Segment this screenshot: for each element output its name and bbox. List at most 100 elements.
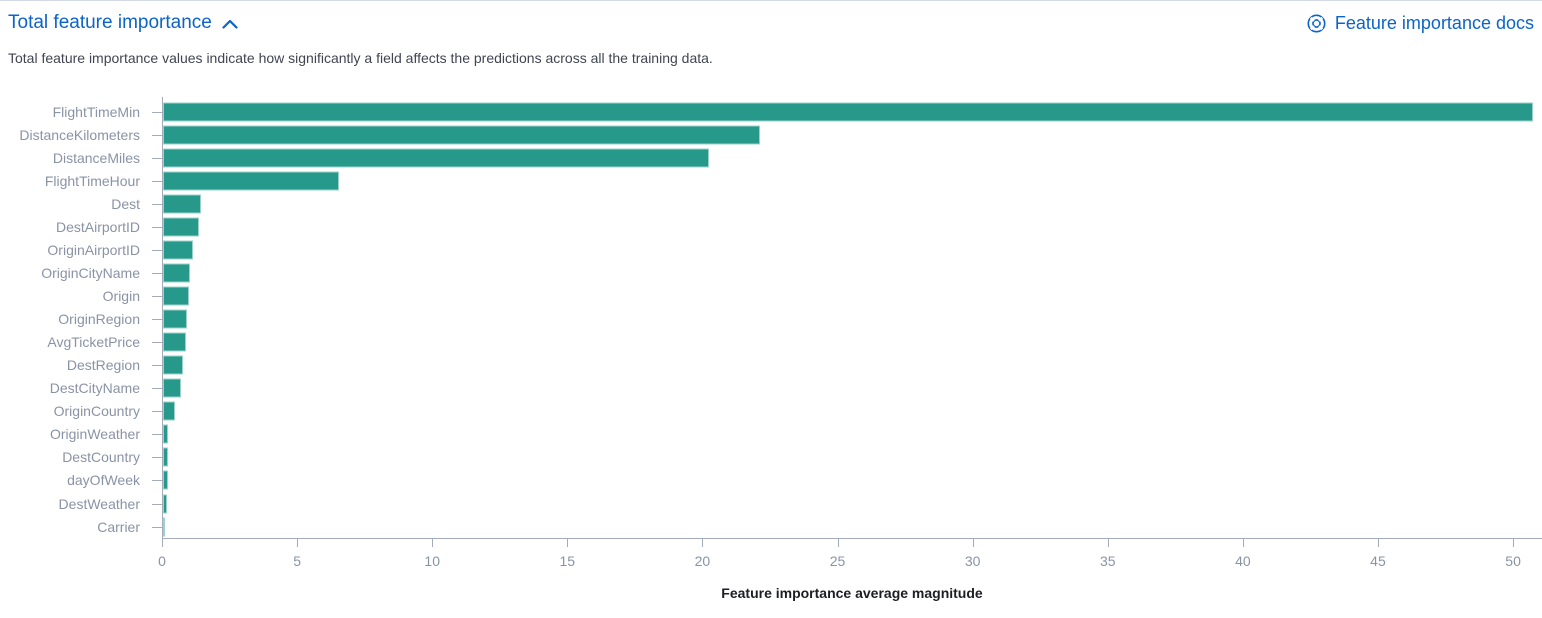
importance-bar bbox=[163, 424, 169, 444]
x-tick bbox=[297, 539, 299, 548]
importance-bar bbox=[163, 240, 193, 260]
importance-bar bbox=[163, 332, 186, 352]
y-tick bbox=[152, 388, 162, 390]
docs-link-label: Feature importance docs bbox=[1334, 12, 1534, 33]
importance-bar bbox=[163, 148, 709, 168]
x-tick bbox=[1513, 539, 1515, 548]
y-axis-label: Dest bbox=[111, 195, 140, 212]
y-axis-label: OriginCountry bbox=[53, 403, 140, 420]
x-tick-label: 30 bbox=[964, 553, 981, 570]
y-tick bbox=[152, 273, 162, 275]
bar-row: DestCityName bbox=[0, 377, 1542, 400]
section-header: Total feature importance Feature importa… bbox=[0, 1, 1542, 34]
total-feature-importance-toggle[interactable]: Total feature importance bbox=[8, 12, 238, 34]
x-axis-title: Feature importance average magnitude bbox=[721, 585, 983, 602]
importance-bar bbox=[163, 355, 184, 375]
bar-row: DestCountry bbox=[0, 446, 1542, 469]
x-tick-label: 15 bbox=[559, 553, 576, 570]
documentation-icon bbox=[1306, 13, 1327, 34]
y-tick bbox=[152, 503, 162, 505]
x-tick-label: 45 bbox=[1370, 553, 1386, 570]
y-tick bbox=[152, 226, 162, 228]
x-tick bbox=[567, 539, 569, 548]
y-axis-label: DestCityName bbox=[49, 380, 140, 397]
y-axis-label: DestAirportID bbox=[55, 218, 140, 235]
y-axis-label: DistanceKilometers bbox=[19, 126, 140, 143]
x-tick-label: 40 bbox=[1235, 553, 1251, 570]
y-axis-label: OriginRegion bbox=[58, 311, 140, 328]
bar-row: Origin bbox=[0, 285, 1542, 308]
importance-bar bbox=[163, 378, 181, 398]
y-axis-label: FlightTimeMin bbox=[52, 103, 140, 120]
y-tick bbox=[152, 111, 162, 113]
x-axis: Feature importance average magnitude 0 5 1… bbox=[158, 538, 1542, 610]
bar-row: DistanceMiles bbox=[0, 146, 1542, 169]
bar-row: dayOfWeek bbox=[0, 469, 1542, 492]
bar-row: OriginAirportID bbox=[0, 238, 1542, 261]
bar-row: AvgTicketPrice bbox=[0, 331, 1542, 354]
importance-bar bbox=[163, 217, 200, 237]
bar-row: OriginCityName bbox=[0, 262, 1542, 285]
x-tick bbox=[702, 539, 704, 548]
importance-bar bbox=[163, 494, 168, 513]
bar-row: OriginCountry bbox=[0, 400, 1542, 423]
importance-bar bbox=[163, 171, 339, 191]
y-axis-label: FlightTimeHour bbox=[44, 172, 140, 189]
x-tick bbox=[1242, 539, 1244, 548]
bar-row: DistanceKilometers bbox=[0, 123, 1542, 146]
y-tick bbox=[152, 365, 162, 367]
y-tick bbox=[152, 457, 162, 459]
bar-row: OriginWeather bbox=[0, 423, 1542, 446]
x-tick bbox=[162, 539, 163, 548]
importance-bar bbox=[163, 102, 1533, 122]
x-tick bbox=[1377, 539, 1379, 548]
y-axis-label: OriginWeather bbox=[49, 426, 140, 443]
section-description: Total feature importance values indicate… bbox=[8, 50, 713, 66]
y-axis-label: Origin bbox=[102, 288, 140, 305]
importance-bar bbox=[163, 447, 169, 467]
x-tick-label: 5 bbox=[293, 553, 301, 570]
y-axis-label: OriginCityName bbox=[41, 265, 140, 282]
y-tick bbox=[152, 134, 162, 136]
y-tick bbox=[152, 203, 162, 205]
importance-bar bbox=[163, 263, 191, 283]
bar-rows: FlightTimeMin DistanceKilometers DistanceM… bbox=[0, 100, 1542, 538]
y-axis-label: DestRegion bbox=[66, 357, 140, 374]
importance-bar bbox=[163, 401, 176, 421]
x-tick-label: 25 bbox=[829, 553, 846, 570]
bar-row: Dest bbox=[0, 192, 1542, 215]
importance-bar bbox=[163, 309, 187, 329]
y-axis-line bbox=[162, 97, 163, 539]
y-tick bbox=[152, 180, 162, 182]
y-axis-label: DestCountry bbox=[62, 449, 140, 466]
y-axis-label: dayOfWeek bbox=[67, 472, 140, 489]
bar-row: FlightTimeMin bbox=[0, 100, 1542, 123]
importance-bar bbox=[163, 286, 190, 306]
x-tick bbox=[432, 539, 434, 548]
y-tick bbox=[152, 480, 162, 482]
chevron-up-icon[interactable] bbox=[222, 19, 238, 29]
y-tick bbox=[152, 411, 162, 413]
y-tick bbox=[152, 526, 162, 528]
y-axis-label: DestWeather bbox=[58, 495, 140, 512]
importance-bar bbox=[163, 125, 761, 145]
x-tick bbox=[972, 539, 974, 548]
feature-importance-docs-link[interactable]: Feature importance docs bbox=[1306, 13, 1534, 34]
x-tick-label: 20 bbox=[694, 553, 711, 570]
y-tick bbox=[152, 157, 162, 159]
y-axis-label: AvgTicketPrice bbox=[47, 334, 140, 351]
importance-bar bbox=[163, 194, 201, 214]
y-axis-label: OriginAirportID bbox=[47, 241, 140, 258]
x-tick-label: 0 bbox=[158, 553, 166, 570]
bar-row: FlightTimeHour bbox=[0, 169, 1542, 192]
y-tick bbox=[152, 434, 162, 436]
x-tick bbox=[1107, 539, 1109, 548]
bar-row: OriginRegion bbox=[0, 308, 1542, 331]
importance-bar bbox=[163, 470, 168, 490]
y-tick bbox=[152, 319, 162, 321]
bar-row: DestWeather bbox=[0, 492, 1542, 515]
y-tick bbox=[152, 249, 162, 251]
x-tick-label: 50 bbox=[1505, 553, 1521, 570]
bar-row: Carrier bbox=[0, 515, 1542, 538]
x-tick bbox=[837, 539, 839, 548]
